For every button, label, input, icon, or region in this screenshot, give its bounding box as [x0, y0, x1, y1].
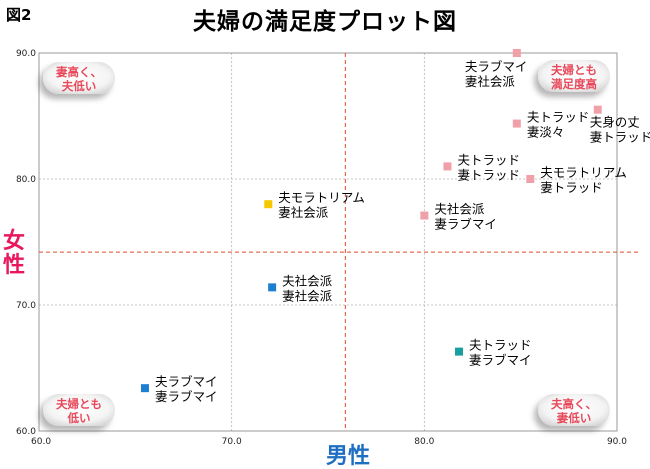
plot-frame [38, 52, 618, 432]
y-tick-labels: 60.0 70.0 80.0 90.0 [16, 49, 36, 437]
data-point-label: 夫トラッド [457, 152, 520, 167]
quadrant-text: 夫低い [62, 79, 97, 93]
data-point-label: 夫トラッド [469, 338, 532, 353]
data-point-label: 妻淡々 [527, 125, 565, 140]
data-point-label: 夫社会派 [282, 273, 333, 288]
quadrant-label-bottom-right: 夫高く、妻低い [538, 394, 610, 426]
data-point-label: 妻ラブマイ [434, 217, 497, 232]
data-point-label: 妻トラッド [540, 180, 603, 195]
data-point-label: 夫身の丈 [590, 115, 640, 130]
data-point [512, 49, 521, 57]
chart-title: 夫婦の満足度プロット図 [193, 9, 457, 35]
data-point-label: 妻社会派 [465, 74, 516, 89]
quadrant-text: 夫婦とも [56, 397, 102, 411]
y-tick-label: 60.0 [16, 427, 36, 437]
data-point-label: 妻ラブマイ [469, 353, 532, 368]
data-point-label: 妻社会派 [278, 205, 329, 220]
axis-titles: 男性 女性 [3, 228, 370, 469]
data-point-label: 妻トラッド [457, 167, 520, 182]
y-axis-title: 女 [3, 228, 25, 254]
plot-border [38, 52, 618, 432]
quadrant-bubble [43, 394, 115, 426]
y-tick-label: 90.0 [16, 49, 36, 59]
x-tick-label: 60.0 [31, 437, 51, 447]
data-point-label: 妻社会派 [282, 288, 333, 303]
quadrant-bubble [538, 394, 610, 426]
data-point [512, 119, 521, 128]
quadrant-bubble [538, 60, 610, 92]
y-tick-label: 70.0 [16, 301, 36, 311]
data-point-label: 妻トラッド [590, 130, 650, 145]
data-point-label: 夫トラッド [527, 110, 590, 125]
data-point-label: 夫社会派 [434, 202, 485, 217]
data-point [526, 175, 535, 183]
y-axis-title: 性 [3, 253, 25, 278]
x-tick-label: 70.0 [222, 437, 242, 447]
quadrant-text: 夫高く、 [551, 397, 597, 411]
data-point [268, 283, 277, 292]
quadrant-label-top-left: 妻高く、夫低い [43, 62, 115, 94]
data-point-label: 夫モラトリアム [278, 190, 365, 205]
data-point [140, 384, 149, 393]
data-point-label: 妻ラブマイ [155, 389, 218, 404]
quadrant-text: 妻低い [557, 411, 592, 425]
data-point [264, 200, 273, 209]
data-point-label: 夫ラブマイ [465, 59, 528, 74]
quadrant-text: 満足度高 [551, 77, 597, 91]
figure-label: 図2 [6, 6, 32, 24]
data-point [455, 347, 464, 356]
data-point [420, 211, 429, 220]
quadrant-text: 低い [67, 411, 91, 425]
grid-lines [39, 53, 617, 431]
x-tick-labels: 60.0 70.0 80.0 90.0 [31, 437, 627, 447]
quadrant-text: 夫婦とも [551, 63, 597, 77]
y-tick-label: 80.0 [16, 175, 36, 185]
quadrant-bubble [43, 62, 115, 94]
x-tick-label: 90.0 [607, 437, 627, 447]
x-tick-label: 80.0 [414, 437, 434, 447]
x-axis-title: 男性 [326, 444, 370, 469]
data-point [593, 105, 602, 114]
quadrant-text: 妻高く、 [56, 65, 102, 79]
reference-lines [39, 53, 641, 431]
data-point-label: 夫ラブマイ [155, 374, 218, 389]
data-point [443, 162, 452, 171]
data-point-label: 夫モラトリアム [540, 165, 627, 180]
